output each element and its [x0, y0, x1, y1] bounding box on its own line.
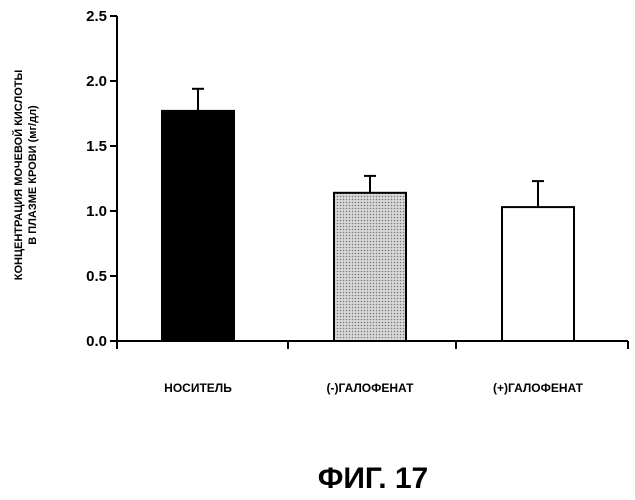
category-labels: НОСИТЕЛЬ (-)ГАЛОФЕНАТ (+)ГАЛОФЕНАТ: [164, 381, 583, 395]
y-tick-label: 2.5: [86, 8, 107, 25]
bar-series: [162, 111, 574, 341]
category-label-3: (+)ГАЛОФЕНАТ: [493, 381, 584, 395]
y-axis-title-line-2: В ПЛАЗМЕ КРОВИ (мг/дл): [27, 105, 39, 245]
category-label-1: НОСИТЕЛЬ: [164, 381, 232, 395]
error-bars: [192, 89, 544, 207]
bar-3: [502, 207, 574, 341]
y-tick-label: 0.0: [86, 333, 107, 350]
figure-caption: ФИГ. 17: [318, 462, 428, 495]
bar-2: [334, 193, 406, 341]
bar-1: [162, 111, 234, 341]
y-tick-label: 2.0: [86, 73, 107, 90]
x-axis-ticks: [117, 341, 628, 349]
y-axis-ticks: 0.0 0.5 1.0 1.5 2.0 2.5: [86, 8, 117, 350]
y-axis-title-line-1: КОНЦЕНТРАЦИЯ МОЧЕВОЙ КИСЛОТЫ: [12, 70, 25, 281]
y-tick-label: 0.5: [86, 268, 107, 285]
y-tick-label: 1.5: [86, 138, 107, 155]
category-label-2: (-)ГАЛОФЕНАТ: [327, 381, 415, 395]
y-tick-label: 1.0: [86, 203, 107, 220]
